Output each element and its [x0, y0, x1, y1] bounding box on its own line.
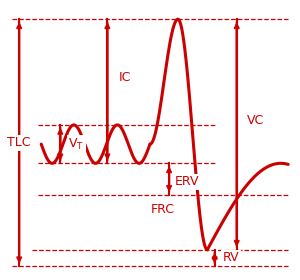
Text: TLC: TLC [8, 136, 31, 149]
Text: V$_\mathregular{T}$: V$_\mathregular{T}$ [68, 137, 85, 152]
Text: ERV: ERV [175, 175, 199, 188]
Text: RV: RV [223, 251, 239, 265]
Text: IC: IC [119, 71, 131, 84]
Text: FRC: FRC [151, 204, 175, 216]
Text: VC: VC [247, 114, 265, 127]
